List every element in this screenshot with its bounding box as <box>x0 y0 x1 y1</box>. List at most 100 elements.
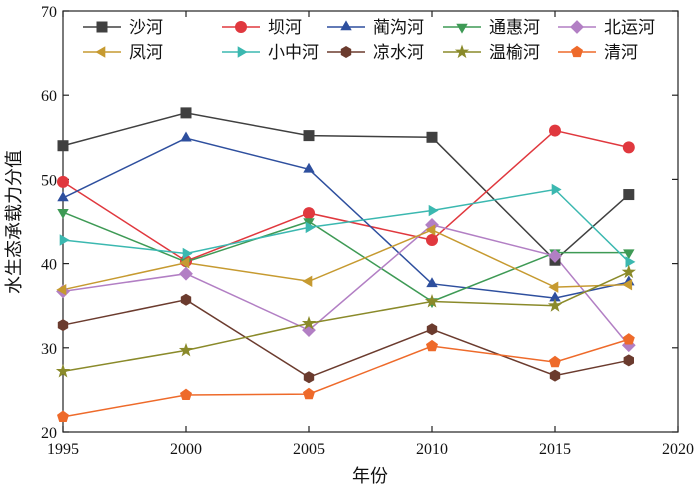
data-point <box>305 221 316 234</box>
x-tick-label: 2000 <box>170 441 202 458</box>
legend-swatch-marker <box>571 45 583 58</box>
x-axis-title: 年份 <box>352 466 388 487</box>
data-point <box>180 131 192 142</box>
series-line <box>62 271 630 373</box>
data-point <box>622 141 635 154</box>
data-point <box>303 218 315 229</box>
data-point <box>57 410 69 422</box>
data-point <box>621 264 636 279</box>
series-line <box>62 112 630 262</box>
legend-swatch-marker <box>454 44 470 59</box>
legend-item: 小中河 <box>222 43 319 63</box>
data-point <box>303 371 315 384</box>
data-point <box>425 224 436 236</box>
series-line <box>62 211 629 303</box>
x-tick-label: 2015 <box>539 441 571 458</box>
data-point <box>180 107 192 119</box>
legend-label: 通惠河 <box>489 18 540 38</box>
data-point <box>625 256 636 268</box>
legend-label: 凤河 <box>129 43 163 63</box>
series-line <box>62 229 629 291</box>
legend-label: 凉水河 <box>373 43 424 63</box>
data-point <box>303 130 315 142</box>
series-line <box>62 299 629 379</box>
data-point <box>623 249 635 260</box>
legend-swatch-marker <box>95 46 106 58</box>
x-tick-label: 2010 <box>416 441 448 458</box>
data-point <box>622 333 635 345</box>
data-point <box>180 293 192 306</box>
data-point <box>56 283 67 296</box>
legend-swatch-marker <box>456 23 468 34</box>
data-point <box>426 339 438 352</box>
y-tick-label: 30 <box>41 341 57 358</box>
y-tick-label: 20 <box>41 425 57 442</box>
data-point <box>551 183 562 196</box>
series-line <box>62 224 630 346</box>
legend-item: 清河 <box>558 43 638 63</box>
data-point <box>179 266 193 281</box>
data-point <box>547 298 563 312</box>
legend-swatch-marker <box>235 21 247 33</box>
data-point <box>59 234 70 246</box>
data-point <box>424 293 440 308</box>
data-point <box>301 315 317 330</box>
legend-swatch-marker <box>570 20 584 34</box>
legend-swatch-marker <box>237 46 248 58</box>
legend-swatch-marker <box>340 46 352 58</box>
data-point <box>303 207 315 220</box>
data-point <box>57 208 69 219</box>
y-tick-label: 40 <box>41 257 57 274</box>
legend-label: 清河 <box>604 43 638 63</box>
data-point <box>426 277 438 288</box>
legend-item: 坝河 <box>222 18 302 38</box>
y-tick-label: 60 <box>41 88 57 105</box>
data-point <box>548 281 559 293</box>
data-point <box>549 355 561 368</box>
y-axis-title: 水生态承载力分值 <box>4 150 25 294</box>
data-point <box>623 354 634 367</box>
data-point <box>428 204 439 217</box>
legend-label: 温榆河 <box>489 43 540 63</box>
legend-swatch-marker <box>96 21 108 33</box>
data-point <box>426 234 438 247</box>
legend-label: 蔺沟河 <box>373 18 424 38</box>
legend-item: 北运河 <box>558 18 655 38</box>
data-point <box>426 323 438 336</box>
legend-item: 通惠河 <box>443 18 540 38</box>
legend-label: 北运河 <box>604 18 655 38</box>
data-point <box>302 275 313 287</box>
data-point <box>57 140 69 152</box>
data-point <box>549 291 561 302</box>
data-point <box>303 162 315 173</box>
data-point <box>426 131 438 143</box>
legend-item: 沙河 <box>83 18 163 38</box>
legend-item: 蔺沟河 <box>327 18 424 38</box>
x-tick-label: 2005 <box>293 441 325 458</box>
data-point <box>623 189 635 201</box>
x-tick-label: 2020 <box>662 441 694 458</box>
legend-label: 坝河 <box>268 18 302 38</box>
series-line <box>62 129 629 262</box>
data-point <box>57 175 69 188</box>
series-line <box>62 188 630 263</box>
legend-swatch-marker <box>340 20 352 31</box>
data-point <box>425 217 439 232</box>
legend-label: 沙河 <box>129 18 163 38</box>
legend-item: 温榆河 <box>443 43 540 63</box>
series-lines <box>62 112 630 418</box>
y-tick-label: 70 <box>41 4 57 21</box>
plot-area <box>62 10 679 433</box>
x-tick-label: 1995 <box>47 441 79 458</box>
series-line <box>62 338 630 418</box>
data-point <box>548 249 562 263</box>
data-point <box>182 247 193 260</box>
data-point <box>57 191 69 202</box>
data-point <box>178 342 194 357</box>
legend-label: 小中河 <box>268 43 319 63</box>
data-point <box>57 319 69 332</box>
data-point <box>303 387 315 400</box>
